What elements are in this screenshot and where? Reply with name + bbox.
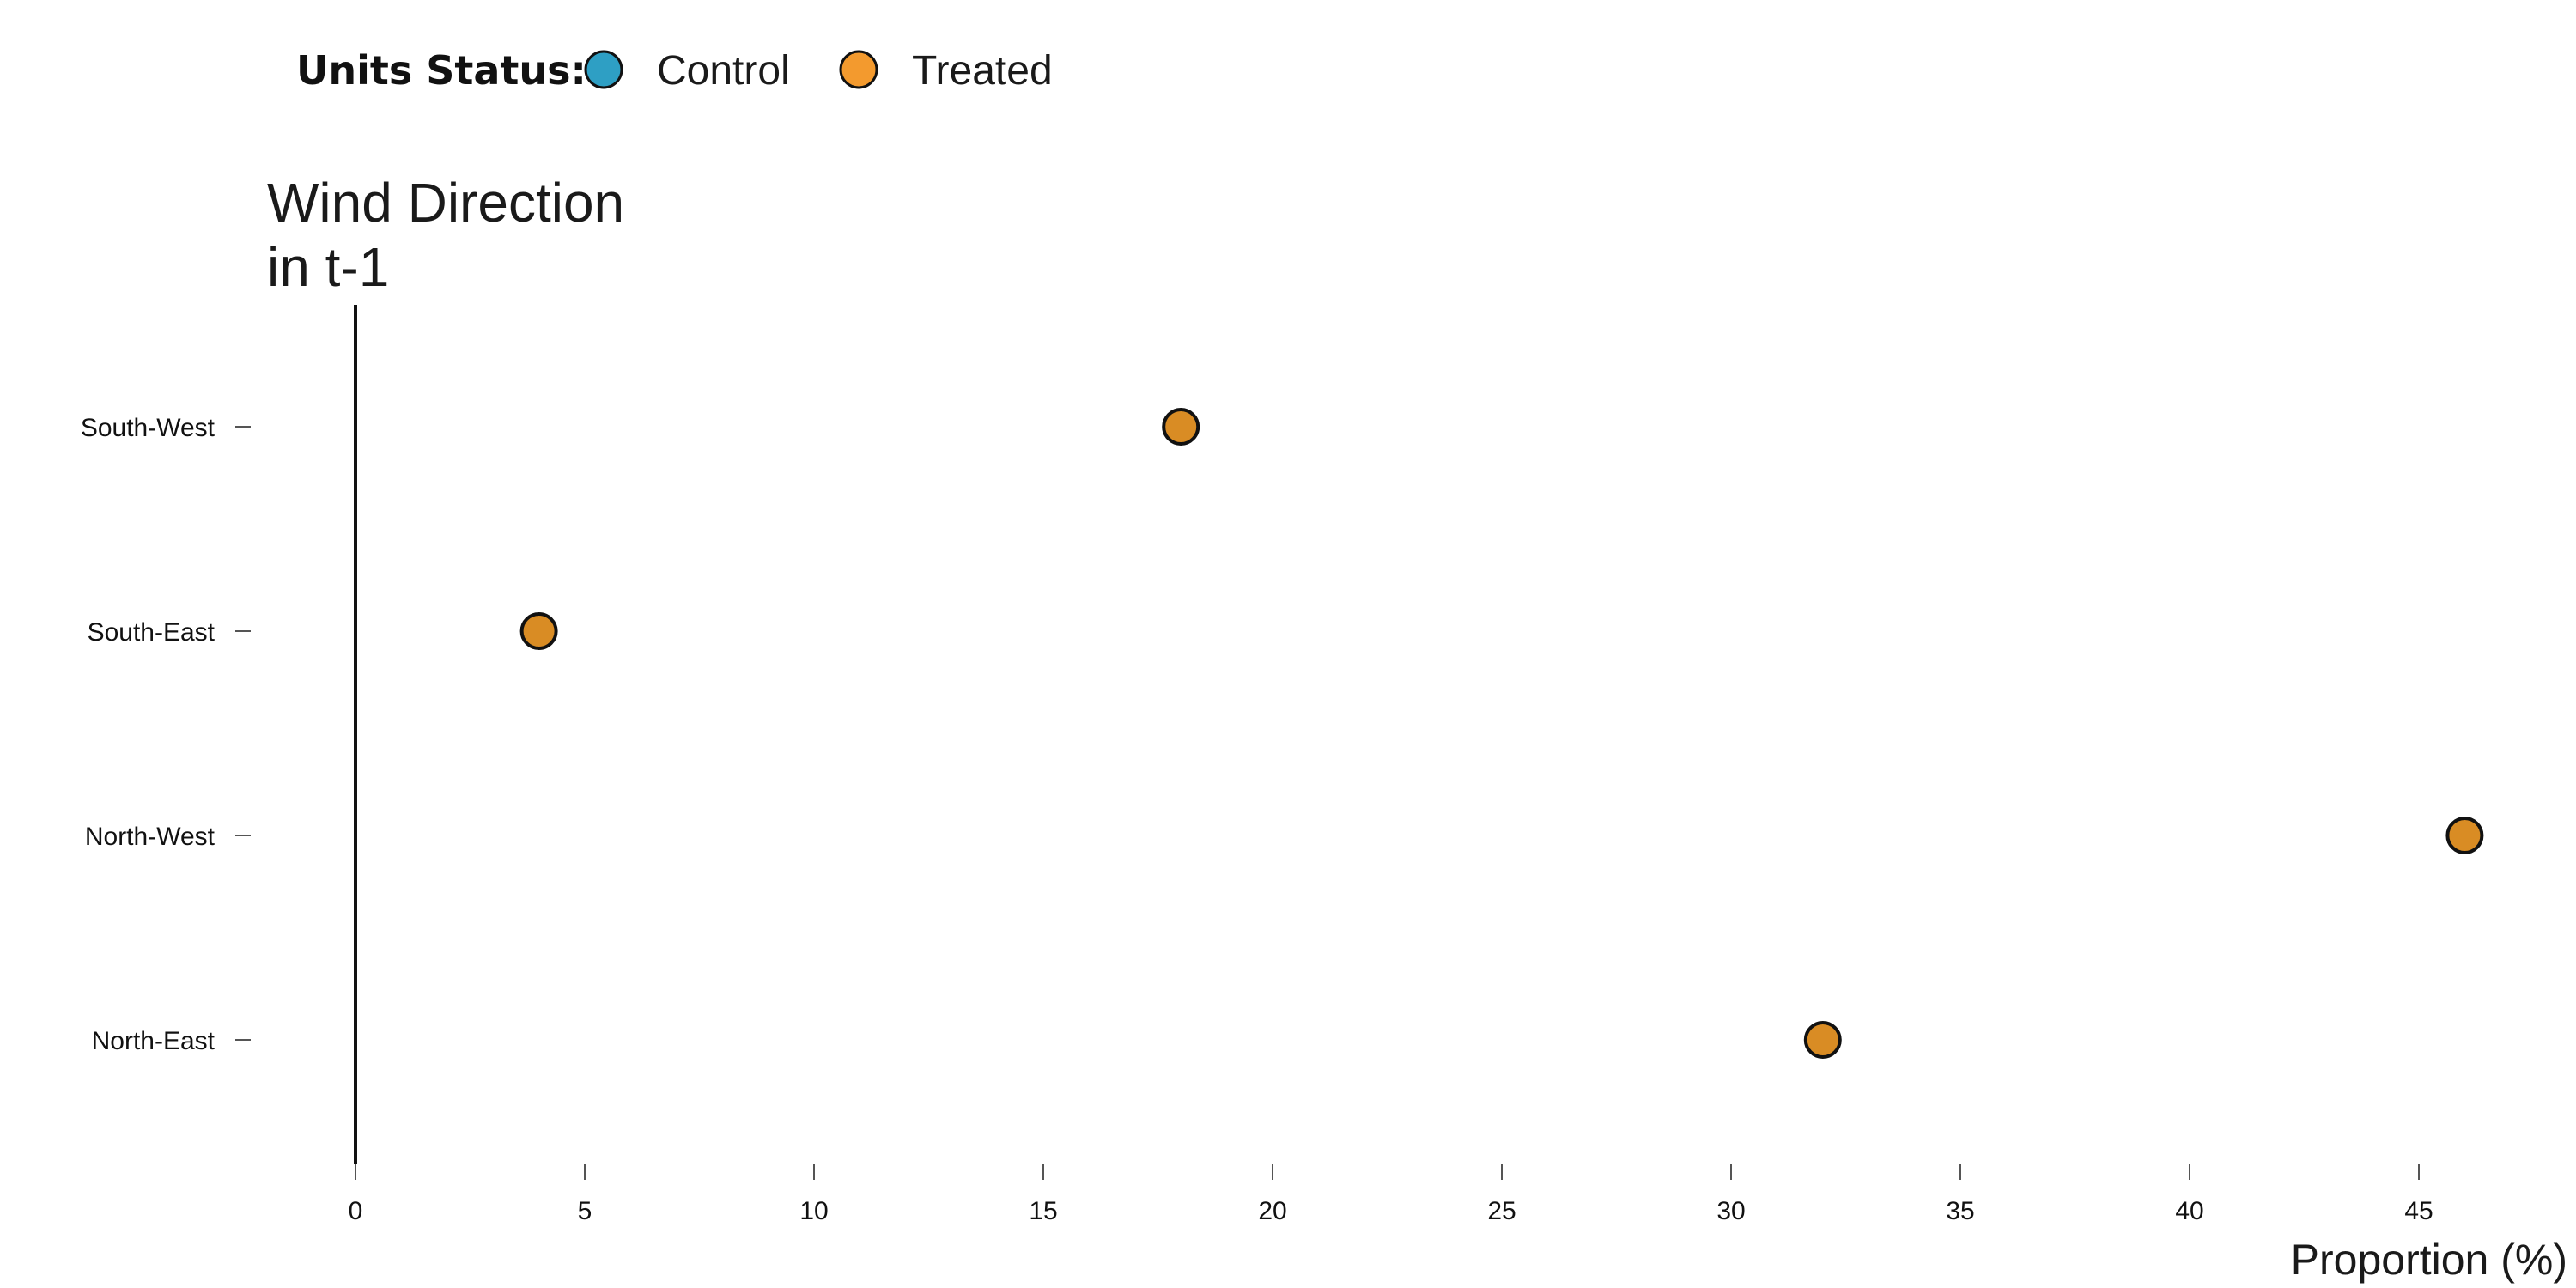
data-point-treated-south-east [519,612,558,650]
y-tick-label: South-East [88,618,216,647]
y-tick-label: North-East [92,1027,216,1055]
x-tick-label: 35 [1946,1197,1974,1225]
data-point-treated-south-west [1162,408,1200,446]
legend-label-treated: Treated [912,48,1053,94]
legend-marker-control [584,50,623,89]
x-tick-label: 40 [2175,1197,2203,1225]
legend-marker-treated [839,50,878,89]
x-tick-label: 15 [1029,1197,1057,1225]
x-tick-label: 20 [1258,1197,1286,1225]
x-tick-label: 25 [1487,1197,1516,1225]
data-point-treated-north-east [1803,1021,1842,1059]
y-axis-title-line-1: Wind Direction [267,172,624,234]
x-axis-ticks: 0 5 10 15 20 25 30 35 40 45 [349,1164,2433,1225]
y-tick-label: South-West [81,414,216,442]
x-tick-label: 5 [578,1197,592,1225]
x-axis-title: Proportion (%) [2291,1236,2567,1284]
x-tick-label: 45 [2404,1197,2433,1225]
x-tick-label: 0 [349,1197,363,1225]
x-tick-label: 30 [1716,1197,1745,1225]
data-points [519,408,2484,1059]
legend-title: Units Status: [296,47,586,94]
legend-label-control: Control [657,48,790,94]
x-tick-label: 10 [799,1197,828,1225]
y-axis-title-line-2: in t-1 [267,236,389,298]
y-axis-ticks: South-West South-East North-West North-East [81,414,251,1055]
y-tick-label: North-West [85,823,216,851]
legend: Units Status: Control Treated [296,47,1053,94]
data-point-treated-north-west [2445,817,2484,854]
